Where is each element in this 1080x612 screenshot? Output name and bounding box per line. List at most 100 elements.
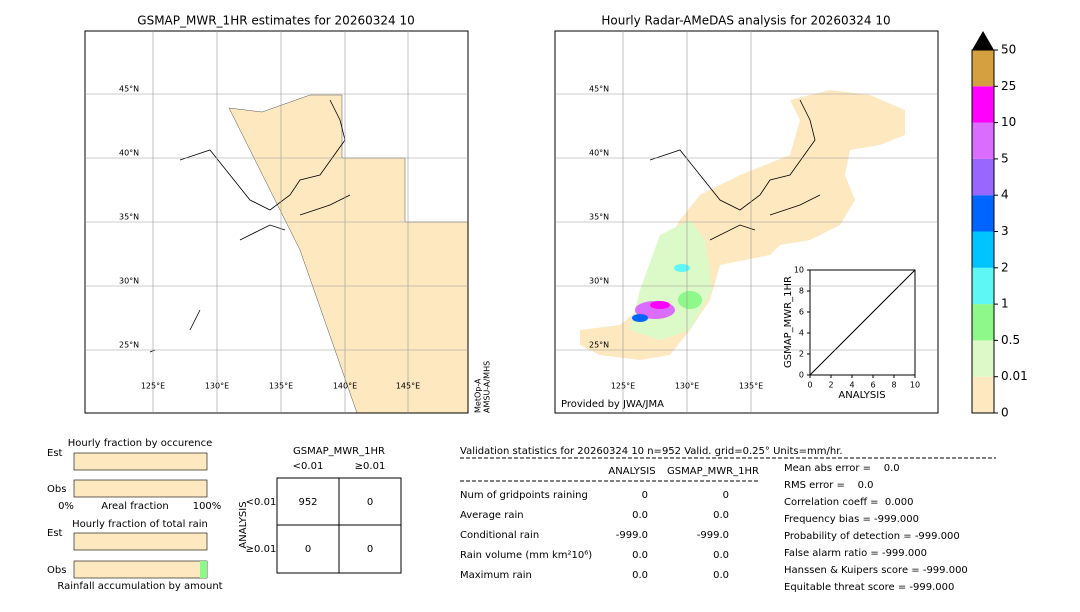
rain-area (674, 264, 690, 272)
row-label: Est (47, 528, 63, 539)
validation-title: Validation statistics for 20260324 10 n=… (460, 446, 843, 457)
colorbar-label: 4 (1001, 188, 1009, 202)
colorbar-label: 5 (1001, 151, 1009, 165)
colorbar-segment (972, 340, 994, 377)
colorbar-label: 1 (1001, 297, 1009, 311)
y-tick-label: 4 (799, 329, 804, 338)
accumulation-sliver (200, 561, 207, 578)
column-header: <0.01 (293, 461, 324, 472)
lat-label: 25°N (119, 341, 139, 350)
cell: 0.0 (632, 510, 648, 521)
column-header: ≥0.01 (355, 461, 386, 472)
lat-label: 40°N (119, 149, 139, 158)
cell: 0 (367, 544, 373, 555)
satellite: MetOp-A (474, 378, 483, 413)
colorbar-extend (972, 31, 994, 50)
row-label: Obs (47, 484, 66, 495)
y-tick-label: 2 (799, 350, 804, 359)
column-header: ANALYSIS (608, 466, 655, 477)
lon-label: 145°E (396, 382, 420, 391)
inset-x-label: ANALYSIS (838, 390, 885, 401)
lon-label: 135°E (739, 382, 763, 391)
lon-label: 125°E (611, 382, 635, 391)
side-header: ANALYSIS (238, 501, 249, 548)
row-label: Conditional rain (460, 530, 539, 541)
axis-label: 0% (58, 501, 74, 512)
score: Mean abs error = 0.0 (784, 463, 900, 474)
colorbar-segment (972, 304, 994, 341)
colorbar-label: 10 (1001, 115, 1016, 129)
cell: 0.0 (632, 550, 648, 561)
lon-label: 130°E (675, 382, 699, 391)
lon-label: 135°E (269, 382, 293, 391)
cell: -999.0 (616, 530, 648, 541)
row-label: Rain volume (mm km²10⁶) (460, 550, 592, 561)
lat-label: 45°N (119, 85, 139, 94)
lat-label: 35°N (589, 213, 609, 222)
y-tick-label: 8 (799, 287, 804, 296)
cell: 0 (305, 544, 311, 555)
colorbar-label: 0.5 (1001, 333, 1020, 347)
x-tick-label: 10 (910, 381, 920, 390)
lon-label: 125°E (141, 382, 165, 391)
column-header: GSMAP_MWR_1HR (667, 466, 759, 477)
lon-label: 130°E (205, 382, 229, 391)
coastline (149, 99, 351, 353)
colorbar-segment (972, 376, 994, 413)
y-tick-label: 0 (799, 371, 804, 380)
lat-label: 40°N (589, 149, 609, 158)
lat-label: 30°N (589, 277, 609, 286)
lon-label: 140°E (333, 382, 357, 391)
lat-label: 30°N (119, 277, 139, 286)
fraction-bar (73, 532, 208, 551)
colorbar-label: 50 (1001, 43, 1016, 57)
rain-area (650, 301, 670, 309)
row-header: ≥0.01 (246, 544, 277, 555)
x-tick-label: 0 (807, 381, 812, 390)
score: Frequency bias = -999.000 (784, 514, 919, 525)
rain-area (632, 314, 648, 322)
fraction-bar (73, 452, 208, 471)
row-label: Maximum rain (460, 570, 532, 581)
colorbar-label: 2 (1001, 260, 1009, 274)
fraction-bar (73, 560, 208, 579)
diagonal (809, 269, 916, 376)
y-tick-label: 6 (799, 308, 804, 317)
colorbar-segment (972, 86, 994, 123)
fraction-footer: Rainfall accumulation by amount (57, 581, 222, 592)
fraction-title: Hourly fraction by occurence (68, 438, 212, 449)
colorbar-label: 0 (1001, 406, 1009, 420)
colorbar-segment (972, 267, 994, 305)
coastline (649, 99, 821, 241)
fraction-bar (73, 479, 208, 498)
cell: 0.0 (713, 510, 729, 521)
colorbar-label: 0.01 (1001, 369, 1028, 383)
colorbar-segment (972, 231, 994, 268)
score: Equitable threat score = -999.000 (784, 582, 954, 593)
x-tick-label: 8 (891, 381, 896, 390)
inset-y-label: GSMAP_MWR_1HR (783, 276, 794, 368)
x-tick-label: 4 (849, 381, 854, 390)
sensor: AMSU-A/MHS (483, 361, 492, 413)
cell: 0 (642, 490, 648, 501)
y-tick-label: 10 (794, 266, 804, 275)
row-label: Average rain (460, 510, 524, 521)
lat-label: 45°N (589, 85, 609, 94)
cell: 0 (367, 497, 373, 508)
row-label: Obs (47, 565, 66, 576)
contingency-title: GSMAP_MWR_1HR (293, 446, 385, 457)
fraction-title: Hourly fraction of total rain (72, 519, 208, 530)
score: Probability of detection = -999.000 (784, 531, 960, 542)
cell: 0.0 (713, 550, 729, 561)
cell: -999.0 (697, 530, 729, 541)
axis-label: 100% (193, 501, 222, 512)
colorbar-segment (972, 195, 994, 232)
colorbar-label: 25 (1001, 79, 1016, 93)
lat-label: 35°N (119, 213, 139, 222)
x-tick-label: 2 (828, 381, 833, 390)
row-label: Est (47, 448, 63, 459)
axis-label: Areal fraction (101, 501, 168, 512)
lat-label: 25°N (589, 341, 609, 350)
